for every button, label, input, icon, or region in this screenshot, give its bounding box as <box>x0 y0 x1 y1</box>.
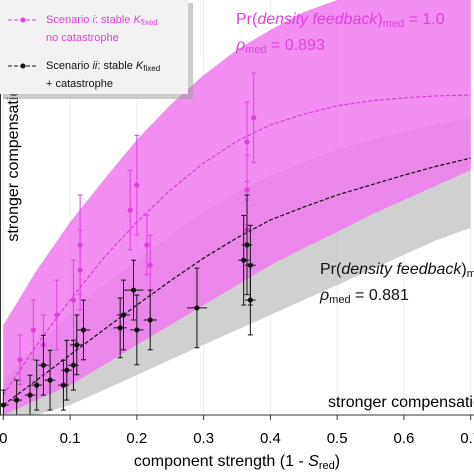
legend-part: fixed <box>141 18 158 27</box>
point <box>244 242 250 248</box>
point <box>251 115 257 121</box>
x-tick-label: 0.1 <box>60 430 81 447</box>
point <box>194 305 200 311</box>
annotation-part: ) <box>377 11 382 28</box>
point <box>247 297 253 303</box>
x-axis-label: component strength (1 - Sred) <box>134 453 340 472</box>
point <box>34 382 40 388</box>
point <box>70 297 77 303</box>
point <box>17 357 23 363</box>
legend-part: ii <box>92 60 97 72</box>
annotation-rho: ρmed = 0.881 <box>319 287 409 306</box>
x-tick-label: 0.3 <box>193 430 214 447</box>
annotation-part: ) <box>461 261 466 278</box>
legend-label: Scenario i: stable Kfixed <box>46 14 158 27</box>
annotation-part: Pr( <box>320 261 342 278</box>
point <box>74 342 80 348</box>
annotation-rho: ρmed = 0.893 <box>235 37 325 56</box>
point <box>144 242 150 248</box>
legend-marker <box>20 63 26 69</box>
x-tick-label: 0.4 <box>260 430 281 447</box>
annotation-part: density feedback <box>257 11 378 28</box>
annotation-part: med <box>467 268 474 280</box>
point <box>244 187 250 193</box>
point <box>120 312 127 318</box>
point <box>70 362 77 368</box>
x-tick-label: 0 <box>0 430 8 447</box>
point <box>77 267 83 273</box>
legend-marker <box>20 17 26 23</box>
annotation: Pr(density feedback)med ρmed = 0.881 <box>319 261 474 306</box>
point <box>64 367 70 373</box>
point <box>241 257 247 263</box>
legend-part: fixed <box>143 64 160 73</box>
annotation-pr: Pr(density feedback)med = 1.0 <box>236 11 445 30</box>
legend-part: : stable <box>95 14 134 26</box>
point <box>147 262 153 268</box>
bottom-note: stronger compensation <box>328 394 474 411</box>
annotation: Pr(density feedback)med = 1.0 ρmed = 0.8… <box>235 11 445 56</box>
legend-label: Scenario ii: stable Kfixed <box>46 60 160 73</box>
point <box>0 402 6 408</box>
point <box>60 382 67 388</box>
annotation-part: med <box>329 294 350 306</box>
annotation-part: ρ <box>235 37 245 54</box>
point <box>30 327 36 333</box>
x-tick-label: 0.2 <box>126 430 147 447</box>
point <box>134 182 140 188</box>
x-label-part: red <box>319 460 335 472</box>
legend-part: K <box>136 60 144 72</box>
legend-label: + catastrophe <box>46 78 113 90</box>
point <box>127 207 133 213</box>
fit-line <box>2 94 471 396</box>
y-axis-label: stronger compensation → <box>5 58 22 241</box>
point <box>47 377 53 383</box>
point <box>80 327 87 333</box>
x-tick-label: 0.7 <box>460 430 474 447</box>
point <box>244 139 250 145</box>
annotation-part: Pr( <box>236 11 258 28</box>
annotation-part: = 0.881 <box>351 287 409 304</box>
x-label-part: ) <box>335 453 340 470</box>
annotation-part: med <box>383 18 404 30</box>
legend: Scenario i: stable Kfixed no catastrophe… <box>0 0 193 99</box>
annotation-pr: Pr(density feedback)med <box>320 261 474 280</box>
x-label-part: component strength (1 - <box>134 453 308 470</box>
fit-line <box>2 157 471 406</box>
point <box>54 312 60 318</box>
legend-part: Scenario <box>46 60 92 72</box>
point <box>134 327 140 333</box>
point <box>130 287 137 293</box>
legend-part: K <box>133 14 141 26</box>
annotation-part: med <box>245 44 266 56</box>
x-label-part: S <box>308 453 319 470</box>
legend-label: no catastrophe <box>46 32 119 44</box>
annotation-part: = 0.893 <box>267 37 325 54</box>
annotation-part: ρ <box>319 287 329 304</box>
legend-part: : stable <box>97 60 136 72</box>
point <box>14 397 20 403</box>
point <box>117 325 123 331</box>
point <box>27 392 33 398</box>
point <box>147 317 153 323</box>
legend-part: Scenario <box>46 14 92 26</box>
point <box>40 362 46 368</box>
x-tick-label: 0.5 <box>327 430 348 447</box>
legend-part: i <box>92 14 95 26</box>
plot-area <box>0 0 472 415</box>
annotation-part: = 1.0 <box>404 11 445 28</box>
annotation-part: density feedback <box>341 261 462 278</box>
x-tick-label: 0.6 <box>393 430 414 447</box>
legend-box <box>0 0 188 94</box>
